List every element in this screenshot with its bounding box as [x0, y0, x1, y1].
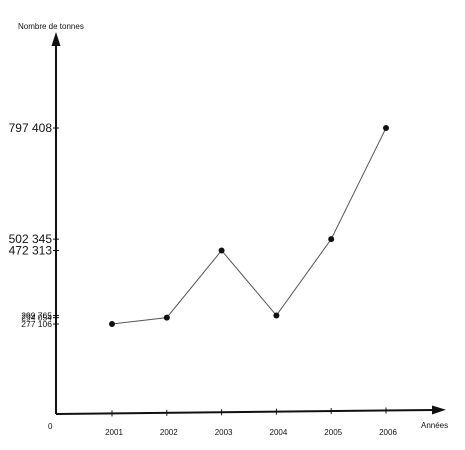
y-axis-arrow — [51, 32, 61, 46]
data-point-2002 — [163, 314, 170, 321]
x-tick-label-1: 2002 — [160, 428, 178, 437]
y-axis-label: Nombre de tonnes — [18, 22, 84, 31]
data-point-2001 — [109, 321, 115, 327]
y-tick-label-5: 277 106 — [21, 319, 52, 329]
x-tick-label-5: 2006 — [379, 428, 397, 437]
data-point-2004 — [273, 312, 280, 319]
data-point-2006 — [383, 125, 389, 131]
y-tick-label-2: 472 313 — [9, 243, 53, 257]
data-points — [109, 125, 389, 327]
x-tick-label-4: 2005 — [324, 428, 342, 437]
origin-label: 0 — [48, 422, 53, 431]
x-tick-label-2: 2003 — [215, 428, 233, 437]
x-tick-label-0: 2001 — [105, 428, 123, 437]
y-tick-label-4: 294 054 — [21, 313, 52, 323]
data-point-2003 — [218, 247, 225, 254]
data-point-2005 — [328, 236, 335, 243]
x-tick-label-3: 2004 — [270, 428, 288, 437]
y-tick-label-3: 299 765 — [21, 310, 52, 320]
x-axis — [55, 409, 435, 415]
x-axis-arrow — [432, 405, 446, 415]
y-tick-label-0: 797 408 — [9, 121, 53, 135]
x-ticks: 2001 2002 2003 2004 2005 2006 — [105, 407, 397, 437]
y-tick-label-1: 502 345 — [9, 232, 53, 246]
x-axis-label: Années — [421, 421, 448, 430]
series-line — [111, 127, 387, 325]
